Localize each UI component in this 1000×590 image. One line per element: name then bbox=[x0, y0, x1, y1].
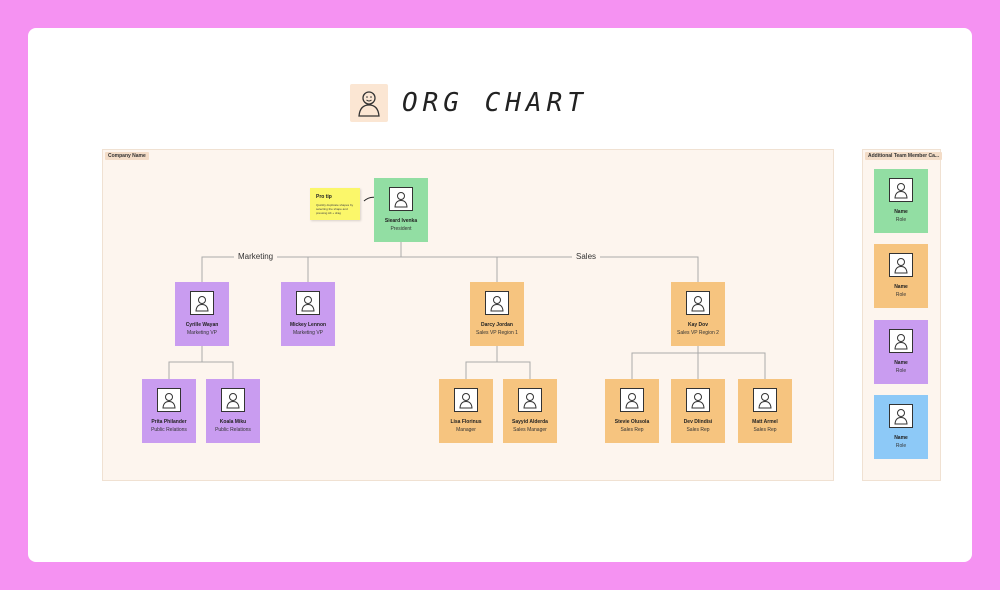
person-role: Sales Rep bbox=[620, 427, 644, 433]
person-name: Prita Philander bbox=[151, 419, 187, 425]
person-icon bbox=[350, 84, 388, 122]
section-label: Additional Team Member Ca... bbox=[865, 152, 943, 160]
person-icon bbox=[889, 404, 913, 428]
person-name: Matt Armel bbox=[752, 419, 778, 425]
person-icon bbox=[221, 388, 245, 412]
org-card-lisa[interactable]: Lisa Florinus Manager bbox=[439, 379, 493, 443]
template-name: Name bbox=[894, 209, 908, 215]
person-icon bbox=[389, 187, 413, 211]
person-icon bbox=[296, 291, 320, 315]
template-name: Name bbox=[894, 360, 908, 366]
person-icon bbox=[454, 388, 478, 412]
person-role: Public Relations bbox=[151, 427, 187, 433]
person-name: Koala Miku bbox=[219, 419, 247, 425]
org-card-cyrille[interactable]: Cyrille Wayan Marketing VP bbox=[175, 282, 229, 346]
person-name: Darcy Jordan bbox=[481, 322, 513, 328]
person-name: Kay Dov bbox=[687, 322, 708, 328]
template-role: Role bbox=[895, 217, 907, 223]
section-label: Company Name bbox=[105, 152, 149, 160]
person-icon bbox=[518, 388, 542, 412]
template-role: Role bbox=[895, 443, 907, 449]
org-card-kay[interactable]: Kay Dov Sales VP Region 2 bbox=[671, 282, 725, 346]
department-label-marketing: Marketing bbox=[234, 252, 278, 261]
person-icon bbox=[686, 291, 710, 315]
sticky-heading: Pro tip bbox=[316, 194, 332, 200]
person-name: Mickey Lennon bbox=[289, 322, 327, 328]
person-icon bbox=[889, 329, 913, 353]
template-name: Name bbox=[894, 435, 908, 441]
org-card-darcy[interactable]: Darcy Jordan Sales VP Region 1 bbox=[470, 282, 524, 346]
org-card-matt[interactable]: Matt Armel Sales Rep bbox=[738, 379, 792, 443]
person-icon bbox=[485, 291, 509, 315]
department-label-sales: Sales bbox=[572, 252, 601, 261]
person-icon bbox=[889, 178, 913, 202]
person-role: Sales VP Region 2 bbox=[677, 330, 719, 336]
template-role: Role bbox=[895, 368, 907, 374]
person-role: Sales Rep bbox=[686, 427, 710, 433]
person-name: Dev Dlindisi bbox=[683, 419, 713, 425]
template-card-purple[interactable]: Name Role bbox=[874, 320, 928, 384]
person-role: Sales Rep bbox=[753, 427, 777, 433]
org-card-stevie[interactable]: Stevie Olusola Sales Rep bbox=[605, 379, 659, 443]
org-card-sayyid[interactable]: Sayyid Alderda Sales Manager bbox=[503, 379, 557, 443]
person-name: Sieard Ivenka bbox=[384, 218, 418, 224]
org-card-prita[interactable]: Prita Philander Public Relations bbox=[142, 379, 196, 443]
person-name: Stevie Olusola bbox=[614, 419, 650, 425]
person-role: Marketing VP bbox=[292, 330, 323, 336]
template-name: Name bbox=[894, 284, 908, 290]
person-name: Sayyid Alderda bbox=[512, 419, 548, 425]
template-role: Role bbox=[895, 292, 907, 298]
org-card-dev[interactable]: Dev Dlindisi Sales Rep bbox=[671, 379, 725, 443]
template-card-blue[interactable]: Name Role bbox=[874, 395, 928, 459]
person-icon bbox=[889, 253, 913, 277]
person-icon bbox=[620, 388, 644, 412]
sticky-body: Quickly duplicate shapes by selecting th… bbox=[316, 203, 354, 215]
page-title: ORG CHART bbox=[402, 88, 588, 118]
person-role: Marketing VP bbox=[186, 330, 217, 336]
person-name: Lisa Florinus bbox=[450, 419, 482, 425]
person-role: Sales Manager bbox=[513, 427, 547, 433]
org-card-president[interactable]: Sieard Ivenka President bbox=[374, 178, 428, 242]
person-role: Sales VP Region 1 bbox=[476, 330, 518, 336]
org-card-koala[interactable]: Koala Miku Public Relations bbox=[206, 379, 260, 443]
person-icon bbox=[686, 388, 710, 412]
person-icon bbox=[753, 388, 777, 412]
org-card-mickey[interactable]: Mickey Lennon Marketing VP bbox=[281, 282, 335, 346]
template-card-orange[interactable]: Name Role bbox=[874, 244, 928, 308]
template-card-green[interactable]: Name Role bbox=[874, 169, 928, 233]
person-name: Cyrille Wayan bbox=[185, 322, 219, 328]
person-role: Manager bbox=[456, 427, 476, 433]
person-icon bbox=[157, 388, 181, 412]
pro-tip-sticky-note[interactable]: Pro tip Quickly duplicate shapes by sele… bbox=[310, 188, 360, 220]
person-role: President bbox=[390, 226, 412, 232]
person-role: Public Relations bbox=[215, 427, 251, 433]
person-icon bbox=[190, 291, 214, 315]
